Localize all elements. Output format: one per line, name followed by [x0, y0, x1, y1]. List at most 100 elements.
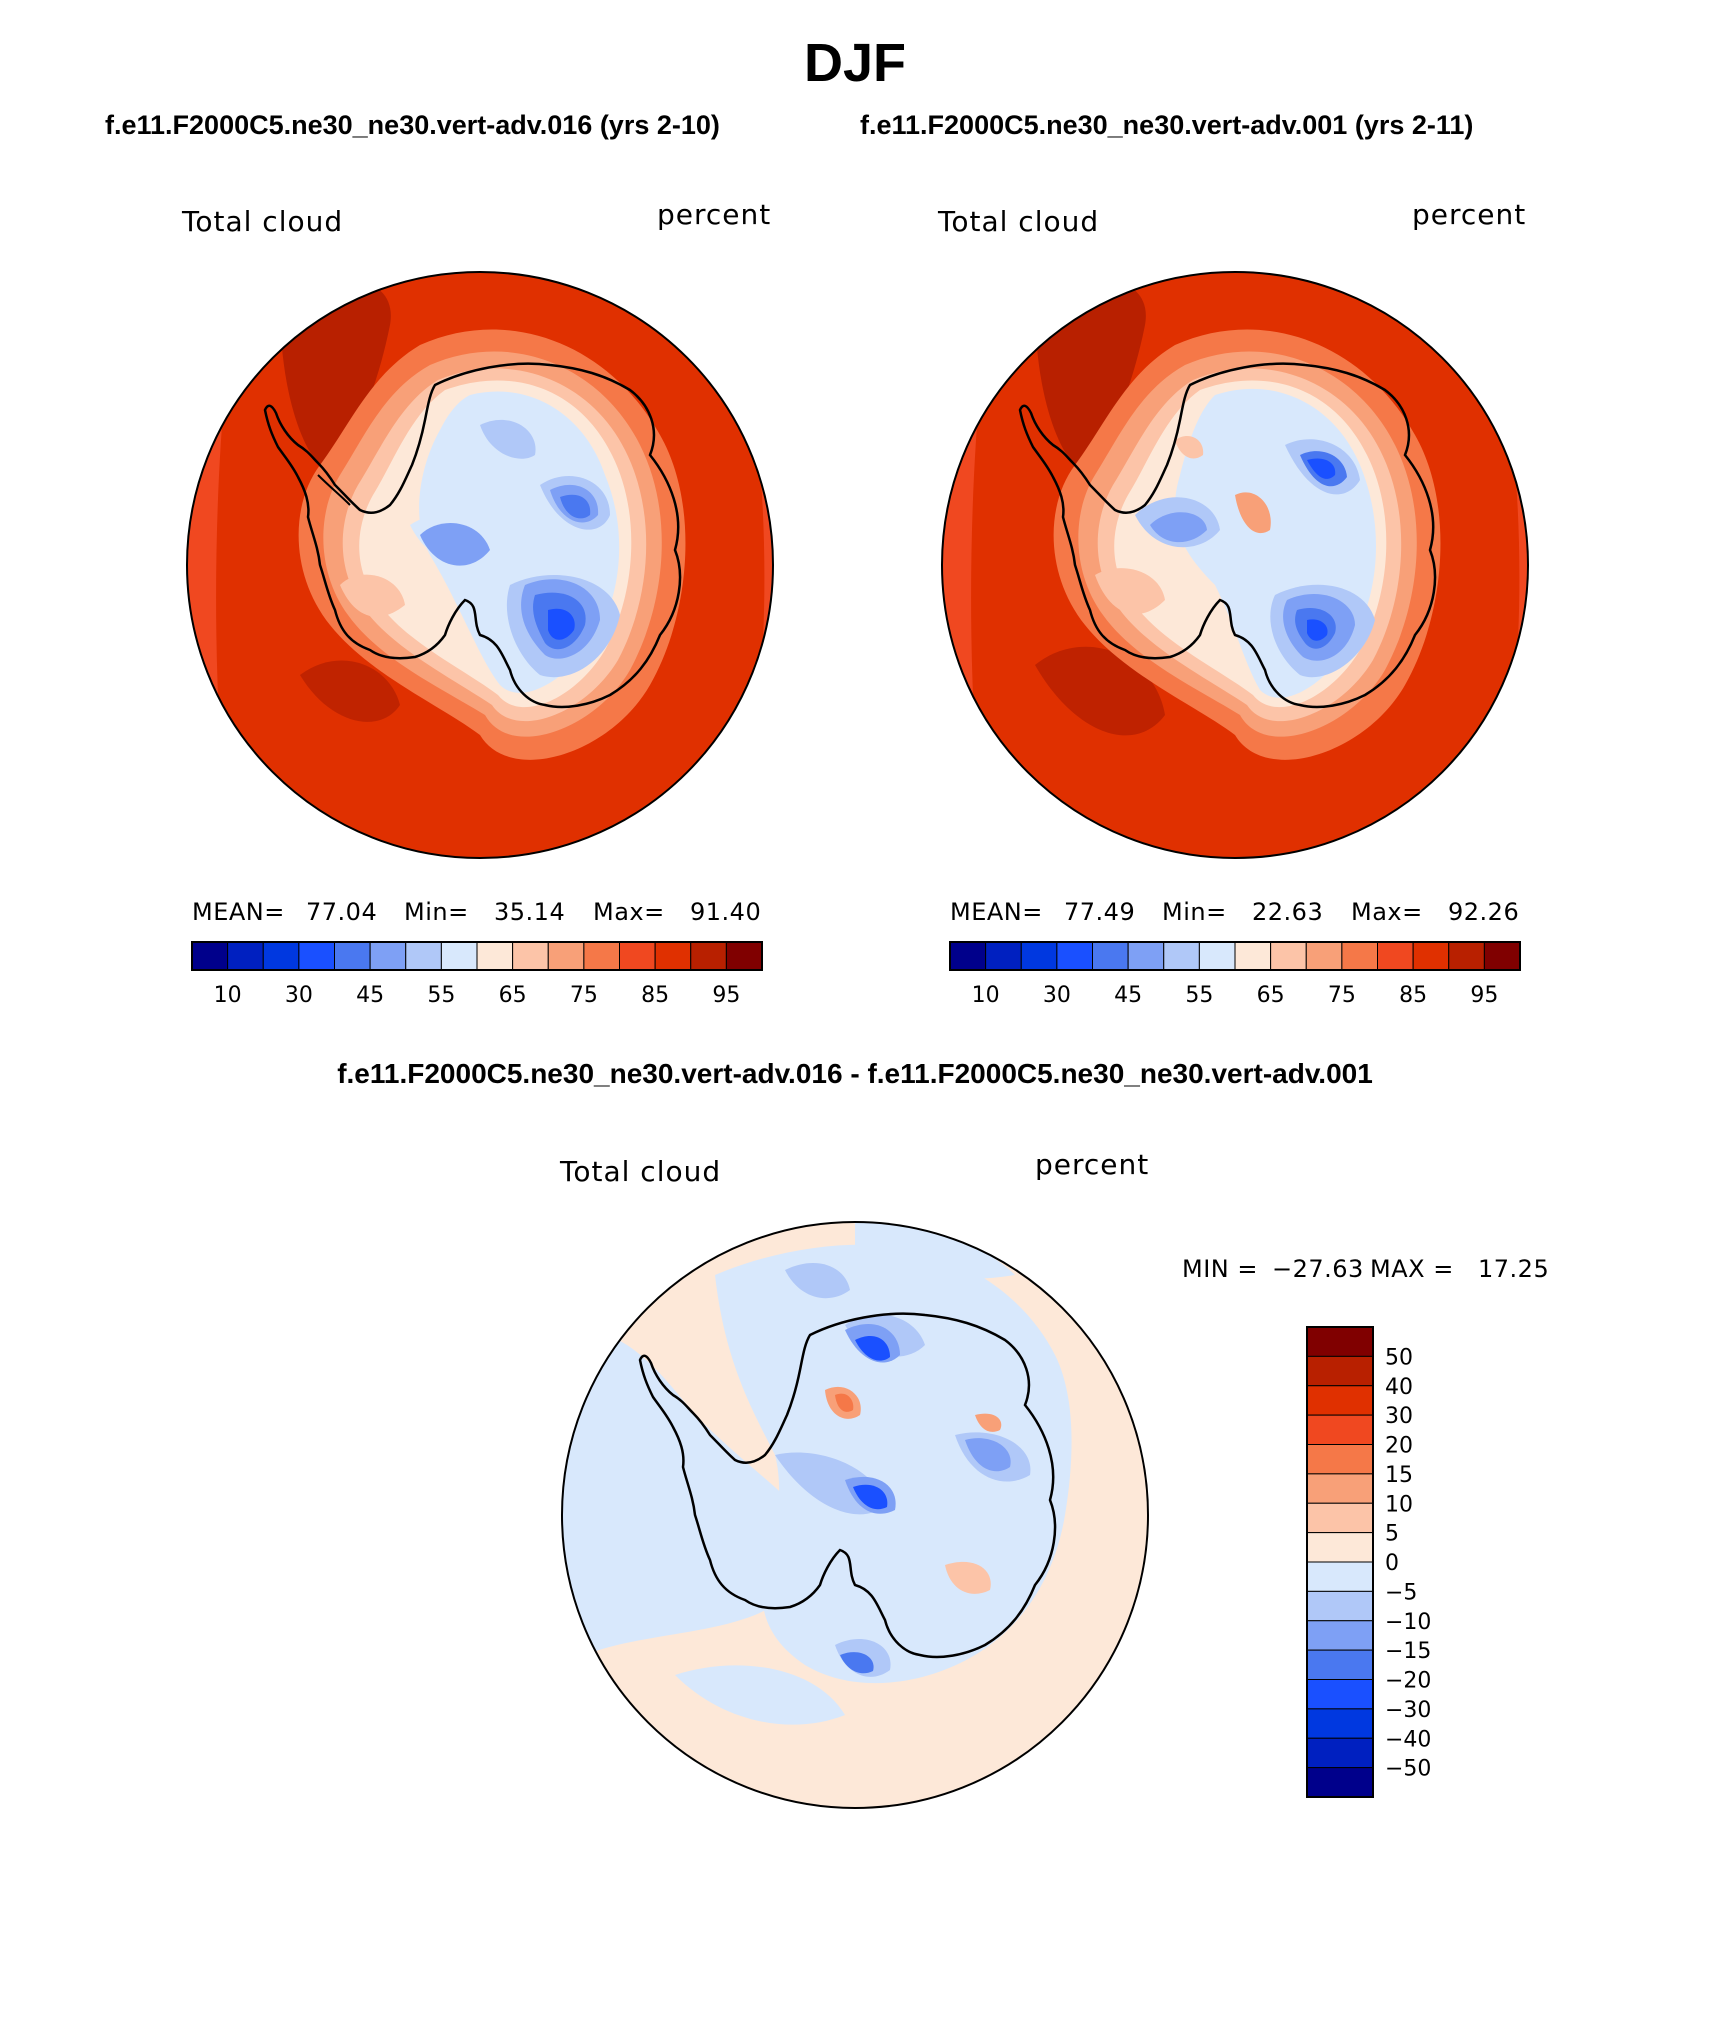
panel3-colorbar-tick-label: −10 — [1385, 1610, 1431, 1635]
panel1-colorbar-box-6 — [405, 941, 442, 971]
panel2-colorbar-tick-label: 10 — [972, 983, 1000, 1008]
panel2-colorbar-box-13 — [1412, 941, 1450, 971]
panel2-mean-value: 77.49 — [1064, 898, 1136, 926]
panel1-mean-label: MEAN= — [192, 898, 285, 926]
panel2-colorbar-box-5 — [1127, 941, 1165, 971]
panel1-colorbar-box-4 — [334, 941, 371, 971]
panel1-max-label: Max= — [593, 898, 665, 926]
panel3-colorbar-box-9 — [1306, 1590, 1374, 1622]
panel3-min-value: −27.63 — [1272, 1255, 1364, 1283]
panel2-colorbar-box-1 — [985, 941, 1022, 971]
panel3-difference-polar-map — [561, 1221, 1149, 1809]
panel1-colorbar-tick-label: 45 — [356, 983, 384, 1008]
panel3-colorbar-box-12 — [1306, 1679, 1374, 1710]
right-panel-title: f.e11.F2000C5.ne30_ne30.vert-adv.001 (yr… — [860, 110, 1474, 140]
panel1-colorbar-box-2 — [262, 941, 300, 971]
panel2-colorbar-box-12 — [1377, 941, 1414, 971]
panel3-colorbar-box-4 — [1306, 1444, 1374, 1475]
panel2-max-label: Max= — [1351, 898, 1423, 926]
panel2-colorbar-box-4 — [1092, 941, 1129, 971]
panel2-colorbar-tick-label: 95 — [1470, 983, 1498, 1008]
panel1-colorbar-tick-label: 10 — [214, 983, 242, 1008]
panel3-colorbar-box-6 — [1306, 1502, 1374, 1534]
panel1-colorbar-box-3 — [298, 941, 335, 971]
panel2-units-label: percent — [1412, 198, 1527, 231]
page-title: DJF — [803, 33, 906, 93]
panel1-colorbar-box-11 — [583, 941, 620, 971]
panel2-colorbar-tick-label: 30 — [1043, 983, 1071, 1008]
panel1-min-value: 35.14 — [494, 898, 566, 926]
panel1-colorbar-tick-label: 95 — [712, 983, 740, 1008]
panel2-colorbar-tick-label: 85 — [1399, 983, 1427, 1008]
panel2-colorbar-tick-label: 75 — [1328, 983, 1356, 1008]
panel1-colorbar-tick-label: 65 — [499, 983, 527, 1008]
panel1-colorbar-box-7 — [440, 941, 478, 971]
panel1-colorbar-tick-label: 75 — [570, 983, 598, 1008]
panel1-units-label: percent — [657, 198, 772, 231]
panel1-colorbar-tick-label: 30 — [285, 983, 313, 1008]
panel1-colorbar-box-12 — [619, 941, 656, 971]
panel2-colorbar: 10 30 45 55 65 75 85 95 — [949, 941, 1521, 1008]
panel3-colorbar-tick-label: 20 — [1385, 1434, 1413, 1459]
panel1-colorbar-box-13 — [654, 941, 692, 971]
panel2-colorbar-box-3 — [1056, 941, 1093, 971]
panel2-colorbar-box-14 — [1448, 941, 1485, 971]
panel3-colorbar-box-1 — [1306, 1355, 1374, 1387]
panel1-colorbar-box-8 — [476, 941, 514, 971]
panel1-colorbar-box-14 — [690, 941, 727, 971]
panel3-colorbar-tick-label: 15 — [1385, 1463, 1413, 1488]
left-panel-title: f.e11.F2000C5.ne30_ne30.vert-adv.016 (yr… — [105, 110, 720, 140]
panel3-colorbar-box-2 — [1306, 1385, 1374, 1416]
panel2-colorbar-box-6 — [1163, 941, 1200, 971]
panel2-min-label: Min= — [1162, 898, 1227, 926]
panel1-colorbar: 10 30 45 55 65 75 85 95 — [191, 941, 763, 1008]
panel2-min-value: 22.63 — [1252, 898, 1324, 926]
panel3-max-value: 17.25 — [1478, 1255, 1550, 1283]
panel1-colorbar-box-9 — [512, 941, 549, 971]
panel1-polar-map — [186, 271, 774, 859]
panel1-colorbar-tick-label: 55 — [427, 983, 455, 1008]
panel3-max-label: MAX = — [1370, 1255, 1454, 1283]
panel3-colorbar-box-11 — [1306, 1649, 1374, 1680]
panel3-colorbar-box-0 — [1306, 1326, 1374, 1357]
panel3-colorbar-tick-label: −20 — [1385, 1669, 1431, 1694]
panel3-colorbar-box-14 — [1306, 1737, 1374, 1769]
panel2-colorbar-box-11 — [1341, 941, 1378, 971]
panel3-colorbar-tick-label: −50 — [1385, 1757, 1431, 1782]
panel1-colorbar-tick-label: 85 — [641, 983, 669, 1008]
panel2-variable-label: Total cloud — [938, 205, 1100, 238]
panel1-colorbar-box-1 — [227, 941, 264, 971]
panel3-colorbar-box-7 — [1306, 1532, 1374, 1563]
panel3-colorbar-tick-label: −15 — [1385, 1639, 1431, 1664]
panel3-variable-label: Total cloud — [560, 1155, 722, 1188]
panel2-colorbar-tick-label: 45 — [1114, 983, 1142, 1008]
panel1-variable-label: Total cloud — [182, 205, 344, 238]
panel3-colorbar-box-15 — [1306, 1767, 1374, 1798]
panel3-colorbar-tick-label: 10 — [1385, 1492, 1413, 1517]
panel3-colorbar-tick-label: 50 — [1385, 1345, 1413, 1370]
panel1-colorbar-box-0 — [191, 941, 229, 971]
panel2-colorbar-box-10 — [1305, 941, 1343, 971]
difference-panel-title: f.e11.F2000C5.ne30_ne30.vert-adv.016 - f… — [337, 1058, 1373, 1089]
panel2-colorbar-box-15 — [1483, 941, 1521, 971]
panel3-units-label: percent — [1035, 1148, 1150, 1181]
panel2-max-value: 92.26 — [1448, 898, 1520, 926]
panel2-colorbar-box-8 — [1234, 941, 1272, 971]
panel1-colorbar-box-15 — [725, 941, 763, 971]
panel3-colorbar-tick-label: −40 — [1385, 1727, 1431, 1752]
panel3-colorbar-tick-label: −5 — [1385, 1580, 1417, 1605]
panel3-colorbar-tick-label: −30 — [1385, 1698, 1431, 1723]
panel2-colorbar-box-2 — [1020, 941, 1058, 971]
panel1-colorbar-box-10 — [547, 941, 585, 971]
panel1-mean-value: 77.04 — [306, 898, 378, 926]
panel2-colorbar-box-0 — [949, 941, 987, 971]
panel2-colorbar-tick-label: 55 — [1185, 983, 1213, 1008]
panel3-min-label: MIN = — [1182, 1255, 1258, 1283]
panel3-colorbar-box-3 — [1306, 1414, 1374, 1445]
panel3-colorbar-box-13 — [1306, 1708, 1374, 1739]
panel3-colorbar-box-8 — [1306, 1561, 1374, 1592]
panel2-colorbar-box-9 — [1270, 941, 1307, 971]
panel2-colorbar-tick-label: 65 — [1257, 983, 1285, 1008]
panel3-colorbar-tick-label: 40 — [1385, 1375, 1413, 1400]
